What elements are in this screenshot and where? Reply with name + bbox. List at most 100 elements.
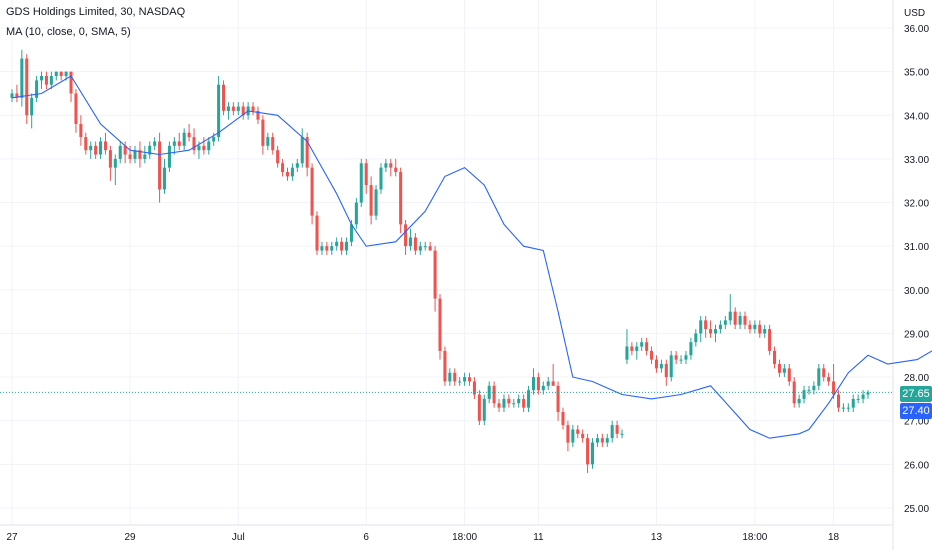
candle-body — [281, 163, 285, 172]
candle — [148, 141, 152, 159]
candle-body — [654, 359, 658, 369]
candle — [236, 102, 240, 116]
candle-body — [266, 137, 270, 146]
candle — [384, 158, 388, 172]
candle — [399, 167, 403, 234]
candle — [640, 337, 644, 351]
symbol-title[interactable]: GDS Holdings Limited, 30, NASDAQ — [6, 6, 186, 18]
candle — [413, 233, 417, 255]
currency-label[interactable]: USD — [904, 8, 926, 19]
candle-body — [472, 381, 476, 395]
candle — [113, 154, 117, 186]
candle-body — [443, 350, 447, 382]
y-tick-label: 35.00 — [904, 68, 929, 79]
candle — [556, 381, 560, 421]
candle — [379, 163, 383, 194]
ma-value-tag: 27.40 — [900, 403, 932, 419]
candle — [295, 158, 299, 172]
candle — [590, 438, 595, 469]
candle-body — [827, 377, 831, 382]
candle — [472, 377, 476, 399]
candle — [782, 364, 786, 378]
candle-body — [832, 381, 836, 395]
candle — [167, 141, 171, 172]
candle-body — [556, 385, 560, 412]
candle-body — [718, 324, 722, 330]
candle — [467, 372, 472, 386]
candle-body — [261, 119, 265, 146]
candle — [581, 429, 585, 443]
candle — [674, 350, 678, 364]
candle-body — [345, 241, 349, 251]
candle — [659, 359, 663, 373]
y-tick-label: 29.00 — [904, 329, 929, 340]
candle-body — [374, 189, 378, 216]
candle-body — [158, 141, 162, 190]
candle-body — [669, 355, 673, 378]
candle-body — [202, 145, 206, 151]
candle-body — [364, 163, 368, 186]
candle — [709, 320, 713, 338]
candle-body — [586, 438, 590, 465]
candle — [158, 132, 162, 203]
candle-body — [389, 163, 393, 168]
candle — [423, 241, 427, 251]
candle — [290, 163, 294, 181]
candle-body — [359, 163, 363, 203]
candle-body — [84, 137, 88, 151]
candle-body — [517, 398, 521, 404]
candle-body — [10, 93, 14, 98]
y-tick-label: 26.00 — [904, 460, 929, 471]
candle-body — [438, 298, 442, 351]
candle — [153, 137, 157, 151]
candle — [354, 198, 358, 229]
candle-body — [290, 167, 294, 177]
candle-body — [743, 316, 747, 325]
x-tick-label: Jul — [232, 532, 245, 543]
candle-body — [684, 355, 688, 360]
candle — [138, 141, 142, 168]
candle — [576, 425, 580, 439]
candle-body — [763, 329, 767, 334]
candle-body — [561, 412, 565, 426]
candle-body — [349, 224, 353, 242]
candle — [330, 241, 334, 255]
candle — [866, 390, 870, 399]
candle-body — [59, 71, 63, 76]
candle-body — [256, 110, 260, 120]
candle-body — [162, 167, 167, 190]
candle-body — [482, 398, 486, 421]
candle — [448, 368, 452, 386]
candle-body — [212, 137, 216, 142]
candle-body — [581, 433, 585, 439]
candle — [527, 385, 531, 412]
candle — [300, 128, 304, 168]
candle — [369, 176, 373, 225]
candle — [359, 158, 363, 207]
candle-body — [138, 150, 142, 159]
candle-body — [448, 372, 452, 382]
candle-body — [335, 241, 339, 247]
candle — [684, 350, 688, 364]
candle — [364, 158, 368, 194]
candle — [531, 368, 535, 395]
y-tick-label: 28.00 — [904, 373, 929, 384]
x-tick-label: 11 — [533, 532, 544, 543]
candle — [645, 337, 649, 356]
candle-body — [679, 359, 683, 361]
candle-body — [650, 350, 654, 360]
candle — [861, 390, 865, 404]
candle — [713, 324, 718, 343]
candle — [605, 433, 609, 447]
candle-body — [251, 106, 255, 111]
indicator-label[interactable]: MA (10, close, 0, SMA, 5) — [6, 26, 131, 38]
candle — [207, 137, 211, 155]
candle — [428, 241, 432, 251]
candle-body — [325, 246, 329, 251]
candle-body — [153, 141, 157, 146]
candle-body — [851, 398, 855, 408]
candle — [522, 394, 526, 412]
candle-body — [689, 342, 693, 356]
